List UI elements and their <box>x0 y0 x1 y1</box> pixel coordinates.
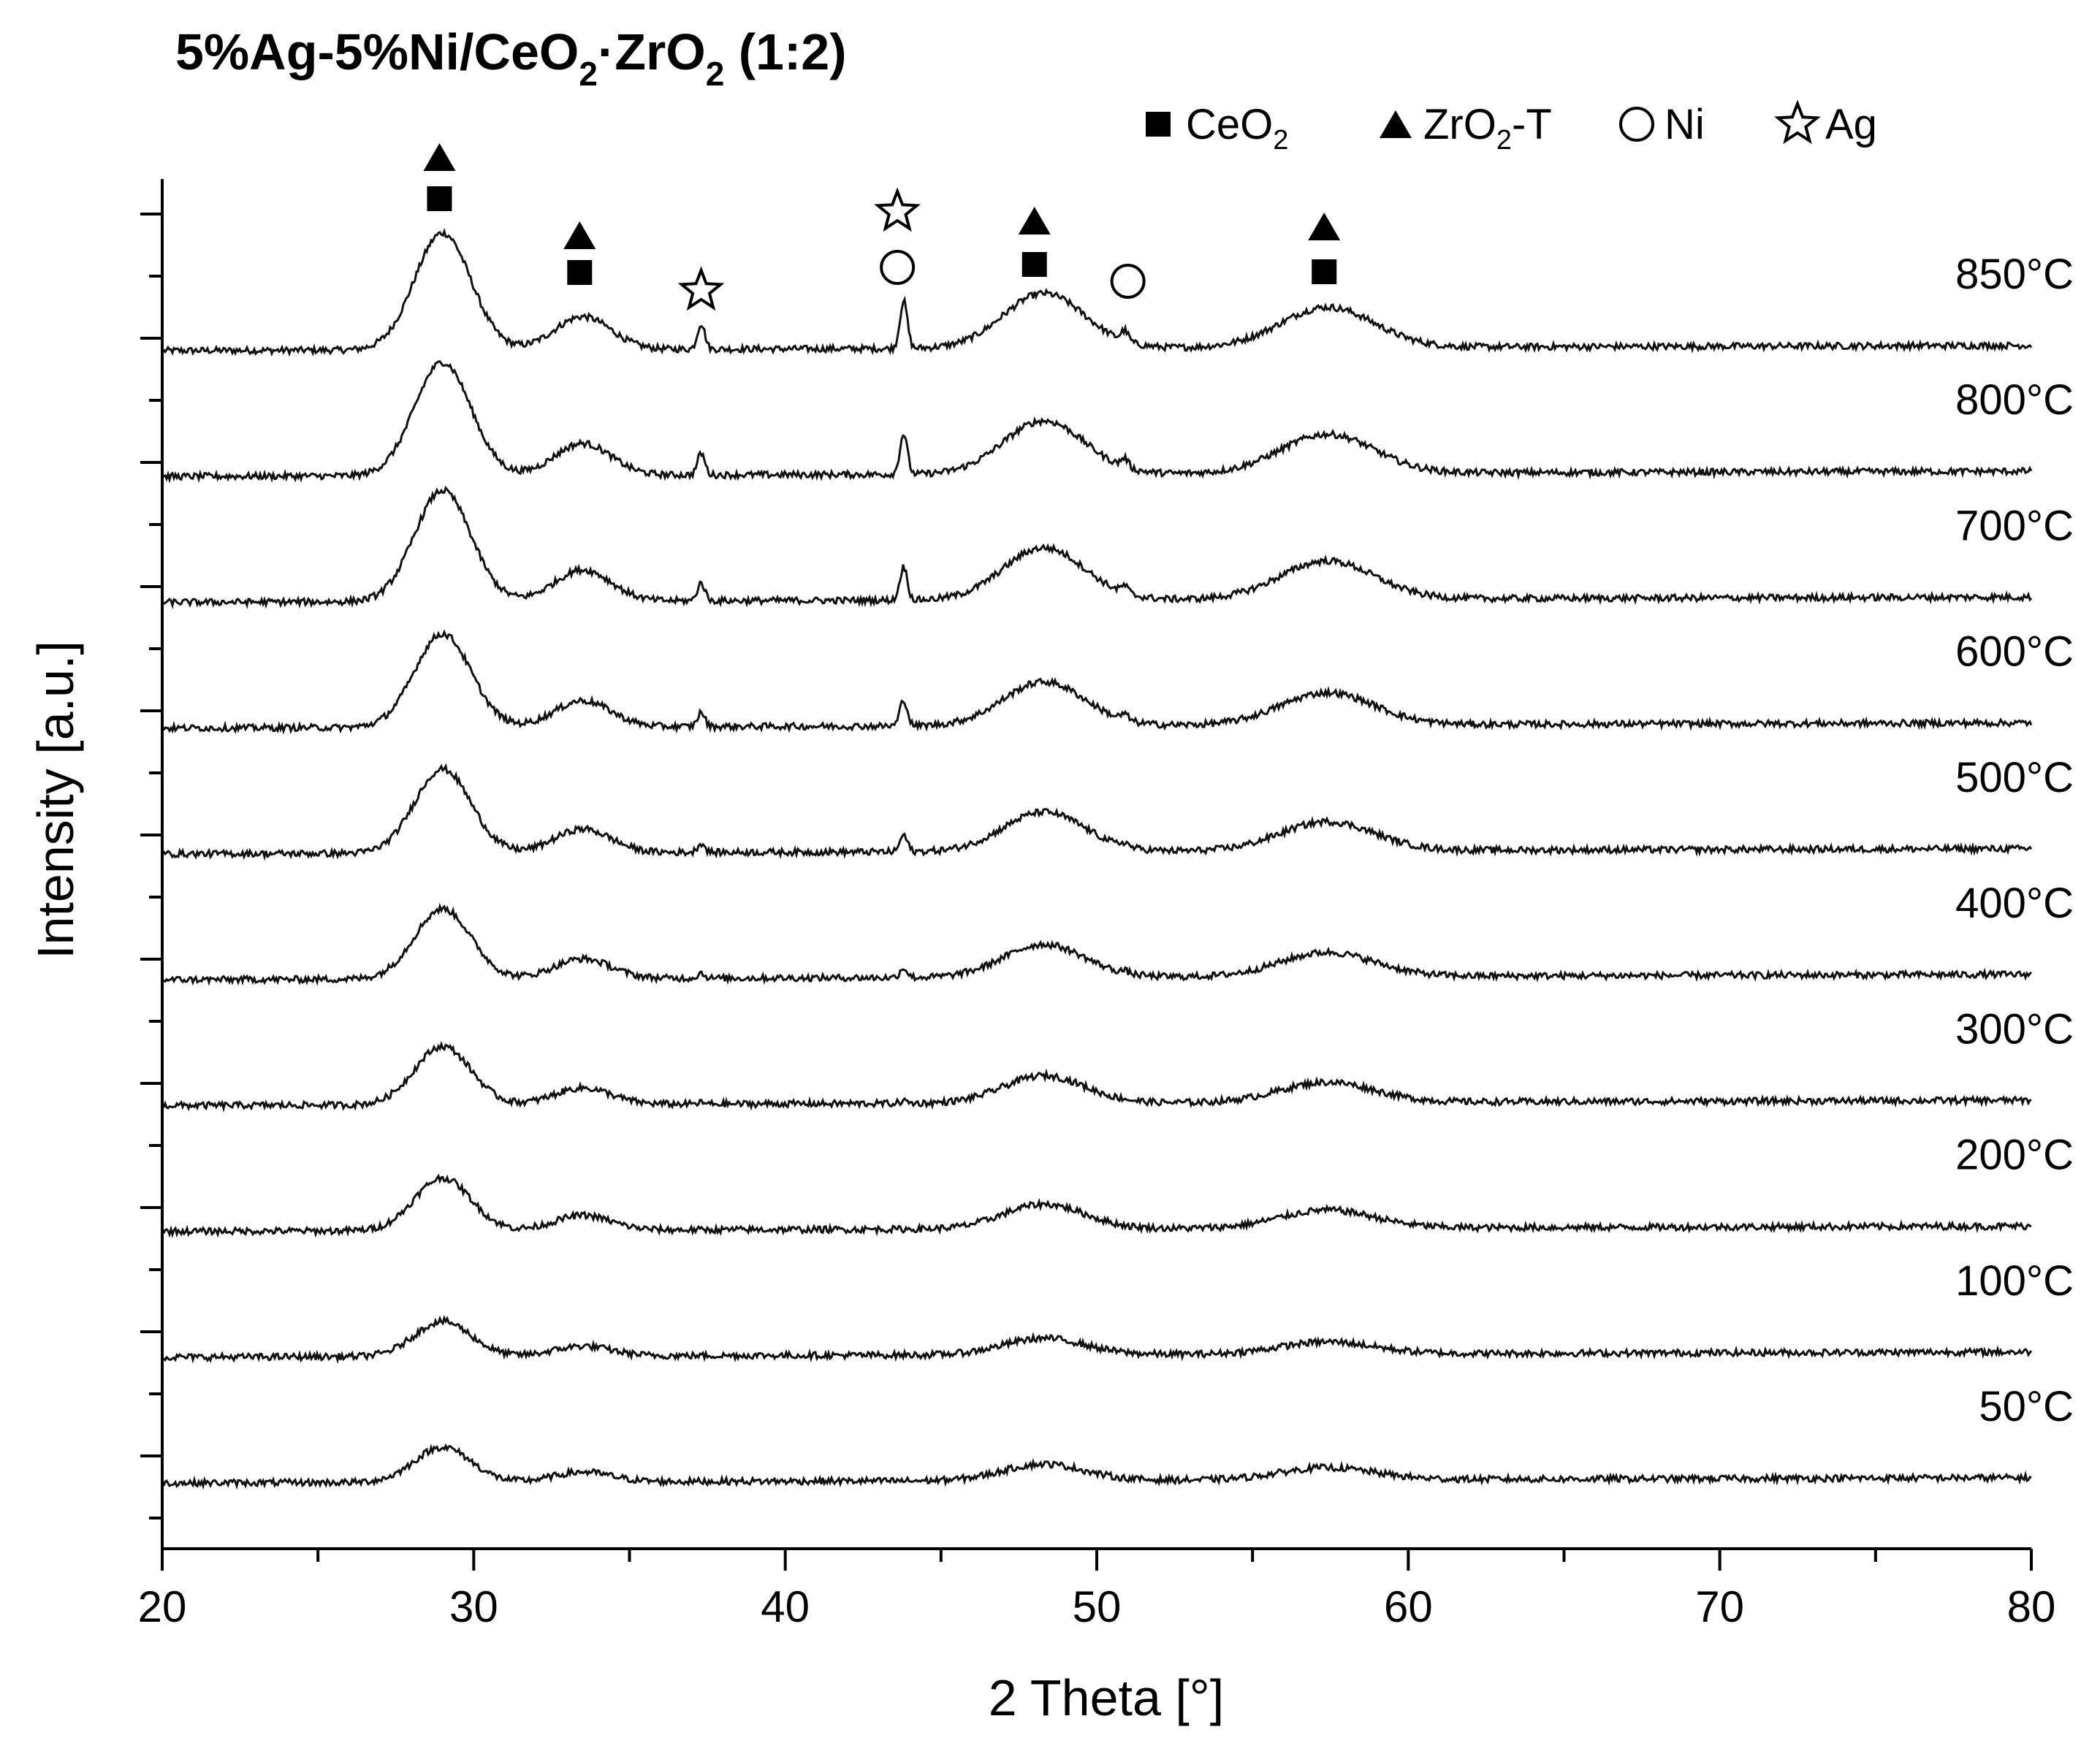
triangle-marker <box>563 221 596 249</box>
square-marker <box>1022 252 1047 277</box>
temperature-label: 600°C <box>1955 628 2074 676</box>
square-marker <box>1146 112 1171 137</box>
legend-label: Ag <box>1825 101 1877 148</box>
x-tick-label: 20 <box>138 1582 187 1631</box>
triangle-marker <box>1308 213 1341 240</box>
temperature-label: 100°C <box>1955 1257 2074 1305</box>
xrd-trace-600C <box>162 629 2033 735</box>
xrd-trace-300C <box>162 1040 2032 1113</box>
xrd-trace-850C <box>162 227 2033 357</box>
legend-label: ZrO2-T <box>1423 101 1552 156</box>
star-marker <box>1774 99 1821 145</box>
phase-markers <box>423 143 1341 311</box>
star-marker <box>677 266 725 311</box>
legend: CeO2 ZrO2-T Ni Ag <box>1146 99 1877 156</box>
circle-marker <box>880 250 916 285</box>
temperature-label: 300°C <box>1955 1005 2074 1053</box>
temperature-label: 800°C <box>1955 376 2074 424</box>
y-axis-label: Intensity [a.u.] <box>27 641 84 959</box>
triangle-marker <box>1380 110 1412 138</box>
temperature-label: 50°C <box>1979 1383 2074 1430</box>
xrd-trace-700C <box>163 485 2033 610</box>
circle-marker <box>1110 264 1146 299</box>
square-marker <box>427 186 452 211</box>
circle-marker <box>1619 107 1654 142</box>
traces: 850°C 800°C 700°C 600°C 500°C 400°C 300°C 200°C… <box>162 227 2074 1490</box>
xrd-trace-500C <box>162 763 2033 861</box>
star-marker <box>874 187 921 232</box>
temperature-label: 700°C <box>1955 502 2074 549</box>
chart-title: 5%Ag-5%Ni/CeO2·ZrO2 (1:2) <box>175 23 847 93</box>
square-marker <box>567 260 593 285</box>
x-axis-label: 2 Theta [°] <box>989 1669 1224 1726</box>
xrd-trace-400C <box>163 902 2033 986</box>
x-tick-label: 30 <box>449 1582 498 1631</box>
x-tick-label: 40 <box>761 1582 810 1631</box>
x-tick-label: 60 <box>1384 1582 1433 1631</box>
x-tick-label: 80 <box>2007 1582 2056 1631</box>
legend-label: CeO2 <box>1186 101 1288 156</box>
x-tick-label: 50 <box>1073 1582 1122 1631</box>
triangle-marker <box>423 143 456 171</box>
xrd-trace-50C <box>162 1443 2032 1490</box>
temperature-label: 400°C <box>1955 880 2074 927</box>
square-marker <box>1312 259 1337 284</box>
legend-label: Ni <box>1665 101 1705 148</box>
xrd-trace-100C <box>162 1314 2033 1365</box>
temperature-label: 850°C <box>1955 251 2074 298</box>
temperature-label: 500°C <box>1955 754 2074 801</box>
triangle-marker <box>1018 207 1051 234</box>
xrd-trace-200C <box>162 1173 2032 1239</box>
temperature-label: 200°C <box>1955 1132 2074 1179</box>
xrd-trace-800C <box>163 360 2033 484</box>
x-tick-label: 70 <box>1695 1582 1744 1631</box>
axes: 20 30 40 50 60 70 80 <box>138 179 2056 1631</box>
